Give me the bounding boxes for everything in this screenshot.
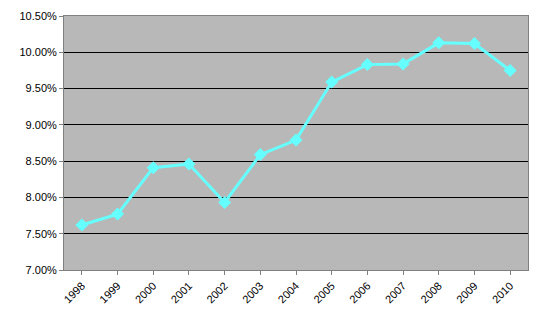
svg-text:8.50%: 8.50% [26,155,57,167]
svg-text:9.00%: 9.00% [26,119,57,131]
svg-text:1998: 1998 [61,280,87,306]
svg-text:9.50%: 9.50% [26,82,57,94]
svg-text:2009: 2009 [454,280,480,306]
svg-text:1999: 1999 [97,280,123,306]
svg-text:7.00%: 7.00% [26,264,57,276]
svg-text:10.50%: 10.50% [19,10,57,22]
svg-text:2007: 2007 [383,280,409,306]
svg-text:2010: 2010 [490,280,516,306]
svg-text:2000: 2000 [133,280,159,306]
svg-text:2002: 2002 [204,280,230,306]
svg-text:2008: 2008 [418,280,444,306]
svg-text:2004: 2004 [276,280,302,306]
svg-text:2001: 2001 [168,280,194,306]
svg-text:10.00%: 10.00% [19,46,57,58]
svg-text:2006: 2006 [347,280,373,306]
svg-text:2003: 2003 [240,280,266,306]
svg-text:2005: 2005 [311,280,337,306]
svg-text:7.50%: 7.50% [26,228,57,240]
svg-text:8.00%: 8.00% [26,191,57,203]
